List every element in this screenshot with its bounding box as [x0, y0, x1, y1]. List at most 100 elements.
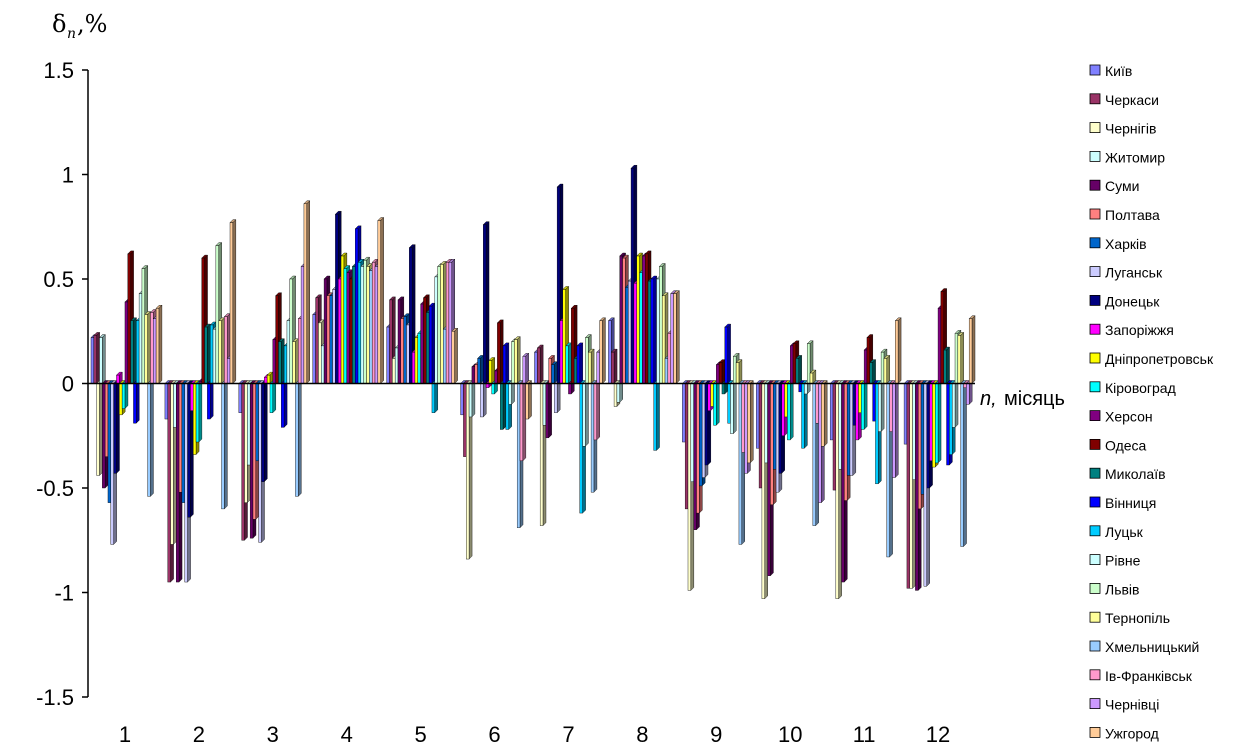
bar: [721, 383, 725, 395]
bar: [272, 339, 276, 384]
bar: [667, 333, 671, 384]
bar: [792, 343, 797, 384]
bar: [516, 383, 521, 528]
bar: [144, 314, 148, 384]
legend-item: Рівне: [1089, 553, 1141, 569]
x-tick-label: 1: [119, 722, 131, 747]
bar: [107, 383, 112, 503]
y-axis-title: δ n ,%: [52, 10, 107, 42]
bar: [756, 383, 760, 449]
bar-side: [272, 380, 276, 414]
bar: [477, 358, 481, 384]
bar: [90, 337, 95, 384]
bar: [812, 383, 816, 526]
legend-item: Житомир: [1089, 149, 1165, 165]
bar: [690, 383, 694, 482]
bar: [119, 383, 123, 416]
legend-label: Херсон: [1105, 409, 1153, 425]
legend-swatch: [1089, 352, 1101, 364]
legend-label: Полтава: [1105, 207, 1160, 223]
bar: [909, 383, 913, 589]
legend-item: Дніпропетровськ: [1089, 351, 1214, 367]
legend-label: Одеса: [1105, 437, 1147, 453]
bar: [920, 383, 925, 495]
bar: [170, 383, 174, 545]
x-tick-label: 6: [488, 722, 500, 747]
bar: [377, 220, 381, 384]
bar: [318, 322, 322, 384]
bar: [502, 345, 507, 384]
legend-swatch: [1089, 150, 1101, 162]
bar-side: [790, 380, 794, 441]
bar: [790, 345, 794, 384]
legend-swatch: [1089, 323, 1101, 335]
bar: [491, 383, 495, 395]
bar: [622, 257, 626, 384]
bar: [124, 301, 128, 384]
bar: [252, 383, 257, 520]
bar: [912, 383, 916, 480]
bar: [804, 383, 808, 395]
bar: [682, 383, 686, 443]
bar: [190, 383, 194, 411]
bar: [806, 343, 811, 384]
bar: [647, 280, 652, 384]
bar: [787, 383, 791, 441]
bar: [636, 255, 640, 384]
bar: [417, 333, 421, 384]
bar: [866, 337, 870, 384]
bar: [315, 297, 319, 384]
legend-swatch: [1089, 93, 1101, 105]
x-tick-label: 10: [778, 722, 802, 747]
legend-swatch: [1089, 438, 1101, 450]
bar: [155, 308, 160, 384]
bar-side: [897, 317, 902, 384]
bar: [428, 305, 433, 384]
legend-label: Суми: [1105, 178, 1139, 194]
bar: [184, 383, 188, 583]
bar: [741, 383, 745, 453]
bar: [354, 228, 359, 384]
bar: [445, 262, 450, 384]
bar: [511, 341, 515, 384]
bar: [215, 245, 219, 384]
bar-side: [738, 359, 743, 384]
bar-side: [434, 380, 438, 414]
bar: [915, 383, 919, 591]
bar-side: [946, 346, 950, 384]
bar-side: [522, 380, 527, 462]
bar: [266, 374, 271, 384]
bar: [508, 383, 512, 405]
bar: [480, 383, 484, 418]
bar: [466, 383, 470, 560]
bar: [670, 293, 674, 384]
legend-item: Львів: [1089, 581, 1139, 597]
y-tick-label: -0.5: [36, 476, 74, 501]
bar: [346, 272, 350, 384]
bar: [761, 383, 765, 599]
y-tick-label: 0.5: [43, 267, 74, 292]
bar-side: [656, 380, 660, 451]
bar-side: [528, 380, 532, 420]
bar: [451, 331, 455, 384]
bar: [411, 351, 416, 384]
bar: [335, 214, 339, 384]
legend-item: Черкаси: [1089, 92, 1159, 108]
bar: [392, 358, 396, 384]
legend-label: Хмельницький: [1105, 639, 1199, 655]
bar: [855, 383, 859, 441]
legend-item: Одеса: [1089, 437, 1147, 453]
legend-label: Кіровоград: [1105, 380, 1176, 396]
bar: [832, 383, 837, 491]
bar: [932, 383, 936, 468]
bar: [176, 383, 180, 583]
bar: [338, 278, 342, 384]
bar: [849, 383, 854, 476]
bar: [946, 383, 950, 466]
bar: [127, 253, 131, 384]
bar: [352, 266, 356, 384]
bar: [369, 270, 373, 384]
bar: [892, 383, 896, 478]
legend-item: Кіровоград: [1089, 380, 1176, 396]
